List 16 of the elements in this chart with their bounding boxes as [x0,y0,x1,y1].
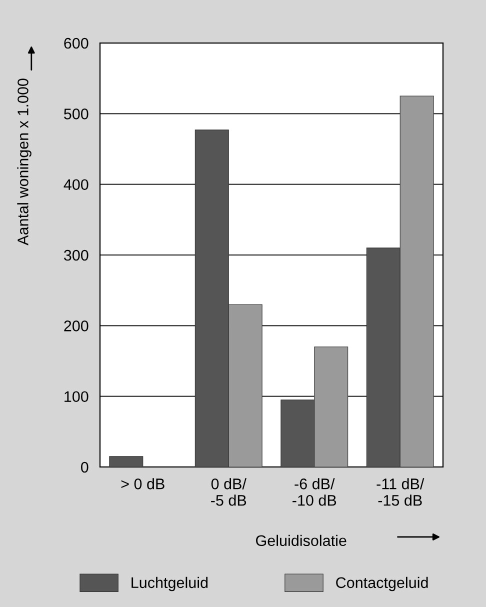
y-tick-label: 100 [64,391,88,402]
bar [109,456,144,467]
y-tick-label: 200 [64,320,88,332]
legend-label: Luchtgeluid [132,576,208,592]
y-tick-label: 500 [64,108,88,120]
y-axis-title: Aantal woningen x 1.000 [17,78,32,246]
x-tick-label: > 0 dB [121,478,164,490]
x-tick-label: 0 dB/ -5 dB [211,478,246,506]
y-tick-label: 0 [80,462,88,473]
x-tick-label: -6 dB/ -10 dB [292,478,336,506]
x-axis-title: Geluidisolatie [256,534,346,546]
y-tick-label: 300 [64,250,88,261]
y-tick-label: 600 [64,38,88,49]
y-tick-label: 400 [64,179,88,190]
x-tick-label: -11 dB/ -15 dB [376,478,424,506]
legend-label: Contactgeluid [336,576,428,592]
